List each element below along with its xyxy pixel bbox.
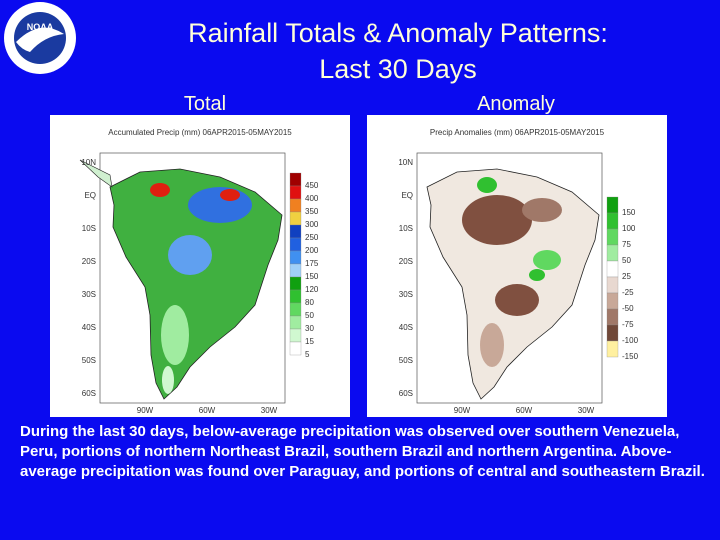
- legend-swatch: [289, 237, 302, 252]
- legend-label: 120: [305, 285, 319, 294]
- legend-label: 450: [305, 181, 319, 190]
- legend-swatch: [289, 276, 302, 291]
- legend-label: -150: [622, 352, 639, 361]
- panel-label: Total: [184, 93, 226, 115]
- legend-label: 5: [305, 350, 310, 359]
- lat-label: 10N: [81, 158, 96, 167]
- legend-label: 50: [305, 311, 314, 320]
- legend-swatch: [606, 276, 619, 294]
- lat-label: 60S: [399, 389, 413, 398]
- legend-swatch: [606, 196, 619, 214]
- legend-swatch: [289, 289, 302, 304]
- legend-swatch: [606, 308, 619, 326]
- legend-swatch: [289, 328, 302, 343]
- legend-swatch: [606, 244, 619, 262]
- lat-label: 30S: [399, 290, 413, 299]
- svg-text:NOAA: NOAA: [27, 22, 54, 32]
- lat-label: EQ: [401, 191, 413, 200]
- legend-label: 175: [305, 259, 319, 268]
- legend-label: 300: [305, 220, 319, 229]
- legend-swatch: [289, 250, 302, 265]
- legend-swatch: [606, 228, 619, 246]
- lat-label: 10S: [82, 224, 96, 233]
- map-title: Accumulated Precip (mm) 06APR2015-05MAY2…: [108, 128, 292, 137]
- legend-swatch: [289, 198, 302, 213]
- legend-label: -50: [622, 304, 634, 313]
- legend-swatch: [289, 185, 302, 200]
- legend-label: 30: [305, 324, 314, 333]
- legend-swatch: [289, 211, 302, 226]
- map-title: Precip Anomalies (mm) 06APR2015-05MAY201…: [430, 128, 605, 137]
- lat-label: 50S: [399, 356, 413, 365]
- subtitle: Last 30 Days: [319, 54, 477, 84]
- legend-label: 100: [622, 224, 636, 233]
- legend-swatch: [606, 292, 619, 310]
- title: Rainfall Totals & Anomaly Patterns:: [188, 18, 608, 48]
- lon-label: 60W: [199, 406, 216, 415]
- legend-label: 50: [622, 256, 631, 265]
- legend-label: 150: [305, 272, 319, 281]
- legend-label: -25: [622, 288, 634, 297]
- slide-graphics: NOAA Rainfall Totals & Anomaly Patterns:…: [4, 2, 667, 417]
- legend-swatch: [289, 315, 302, 330]
- lon-label: 60W: [516, 406, 533, 415]
- legend-label: 350: [305, 207, 319, 216]
- legend-swatch: [606, 260, 619, 278]
- map-panel: Precip Anomalies (mm) 06APR2015-05MAY201…: [367, 115, 667, 417]
- lat-label: EQ: [84, 191, 96, 200]
- lat-label: 40S: [399, 323, 413, 332]
- legend-swatch: [289, 172, 302, 187]
- legend-label: 150: [622, 208, 636, 217]
- legend-swatch: [606, 212, 619, 230]
- legend-label: 75: [622, 240, 631, 249]
- lat-label: 10S: [399, 224, 413, 233]
- lon-label: 90W: [137, 406, 154, 415]
- lon-label: 30W: [578, 406, 595, 415]
- legend-label: 200: [305, 246, 319, 255]
- lat-label: 10N: [398, 158, 413, 167]
- lon-label: 90W: [454, 406, 471, 415]
- lat-label: 50S: [82, 356, 96, 365]
- legend-label: 25: [622, 272, 631, 281]
- legend-swatch: [289, 263, 302, 278]
- legend-label: -100: [622, 336, 639, 345]
- lat-label: 60S: [82, 389, 96, 398]
- map-panel: Accumulated Precip (mm) 06APR2015-05MAY2…: [50, 115, 350, 417]
- noaa-logo: NOAA: [4, 2, 76, 74]
- legend-swatch: [289, 302, 302, 317]
- legend-swatch: [289, 341, 302, 356]
- lat-label: 30S: [82, 290, 96, 299]
- lat-label: 40S: [82, 323, 96, 332]
- legend-label: 400: [305, 194, 319, 203]
- caption: During the last 30 days, below-average p…: [20, 423, 705, 480]
- legend-label: -75: [622, 320, 634, 329]
- panel-label: Anomaly: [477, 93, 555, 115]
- legend-label: 15: [305, 337, 314, 346]
- legend-swatch: [606, 324, 619, 342]
- legend-label: 250: [305, 233, 319, 242]
- legend-swatch: [606, 340, 619, 358]
- lon-label: 30W: [261, 406, 278, 415]
- lat-label: 20S: [82, 257, 96, 266]
- legend-swatch: [289, 224, 302, 239]
- legend-label: 80: [305, 298, 314, 307]
- lat-label: 20S: [399, 257, 413, 266]
